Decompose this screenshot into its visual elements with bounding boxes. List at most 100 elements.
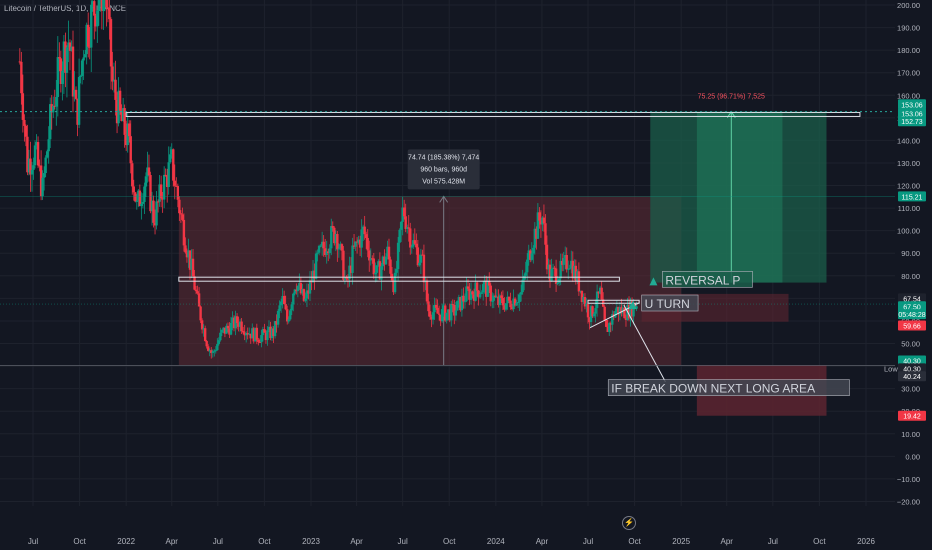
candle-body [266, 330, 269, 341]
candle-body [371, 258, 374, 260]
y-tick-label: 30.00 [901, 385, 920, 394]
y-tick-label: −10.00 [897, 475, 920, 484]
candle-body [518, 294, 521, 302]
candle-body [143, 186, 146, 202]
candle-body [460, 295, 464, 311]
candle-body [91, 1, 94, 5]
candle-body [586, 303, 590, 318]
candle-body [193, 276, 196, 290]
candle-body [419, 254, 423, 263]
candle-body [465, 286, 468, 302]
candle-body [176, 186, 180, 200]
candle-body [570, 260, 573, 269]
candle-body [597, 291, 600, 294]
candle-body [181, 214, 184, 220]
candle-body [184, 245, 187, 253]
candle-body [190, 258, 193, 270]
candle-body [598, 287, 602, 294]
candle-body [395, 269, 398, 273]
candle-body [159, 184, 163, 199]
y-tick-label: −20.00 [897, 497, 920, 506]
candle-body [273, 321, 277, 337]
candle-body [605, 319, 608, 327]
candle-body [551, 267, 555, 269]
candle-body [481, 284, 485, 293]
timezone-icon[interactable]: ⚡ [622, 516, 636, 530]
candle-body [131, 163, 134, 187]
candle-body [138, 190, 142, 207]
candle-body [398, 229, 401, 243]
y-tick-label: 180.00 [897, 46, 920, 55]
candle-body [345, 276, 348, 279]
candle-body [387, 246, 391, 260]
candle-body [580, 290, 584, 303]
candle-body [618, 307, 622, 315]
candle-body [589, 306, 593, 323]
candle-body [407, 227, 410, 229]
x-axis-bg [0, 506, 932, 550]
arrow-up-icon [649, 277, 658, 286]
candle-body [346, 278, 350, 280]
annotation-text: IF BREAK DOWN NEXT LONG AREA [611, 382, 815, 396]
candle-body [591, 306, 594, 317]
x-tick-label: Apr [536, 537, 549, 546]
candle-body [383, 256, 386, 265]
support-line [178, 276, 620, 282]
candle-body [524, 272, 527, 276]
candle-body [454, 310, 458, 316]
candle-body [340, 244, 344, 251]
candle-body [33, 145, 37, 166]
candle-body [248, 333, 251, 335]
price-badge [898, 355, 926, 366]
candle-body [547, 264, 550, 270]
candle-body [530, 253, 533, 260]
candle-body [448, 309, 451, 321]
candle-body [121, 108, 125, 121]
candle-body [506, 296, 509, 304]
candle-body [282, 295, 286, 305]
candle-body [451, 304, 454, 306]
candle-body [339, 244, 342, 249]
candle-body [516, 301, 520, 303]
candle-body [225, 325, 228, 334]
candle-body [251, 328, 254, 339]
candle-body [241, 330, 245, 333]
candle-body [529, 250, 532, 260]
candle-body [532, 247, 535, 254]
candle-body [361, 226, 365, 230]
candle-body [365, 234, 368, 238]
candle-body [313, 270, 316, 279]
candle-body [495, 296, 499, 298]
candle-body [197, 293, 201, 307]
candle-body [90, 4, 93, 48]
y-tick-label: 110.00 [898, 204, 920, 213]
candle-body [504, 303, 508, 310]
candle-body [79, 75, 82, 78]
candle-body [522, 275, 526, 280]
y-tick-label: 190.00 [897, 24, 920, 33]
price-badge-label: 19.42 [903, 414, 921, 421]
candle-body [422, 254, 426, 283]
candle-body [244, 332, 248, 336]
candle-body [629, 301, 632, 319]
measure-text: Vol 575.428M [422, 178, 465, 185]
arrow-up-icon [628, 301, 637, 310]
candle-body [267, 326, 271, 331]
candle-body [389, 259, 392, 274]
candle-body [314, 253, 318, 279]
long-target-inner [696, 111, 783, 283]
annotation-text: U TURN [645, 297, 690, 311]
candle-body [478, 293, 482, 298]
candle-body [226, 325, 230, 329]
candle-body [497, 296, 500, 306]
candle-body [137, 190, 140, 201]
candle-body [94, 15, 97, 27]
candle-body [24, 125, 28, 137]
candle-body [281, 295, 284, 302]
y-tick-label: 0.00 [905, 452, 920, 461]
candle-body [600, 287, 603, 300]
candle-body [308, 280, 312, 294]
candle-body [68, 42, 72, 51]
candle-body [290, 304, 293, 311]
